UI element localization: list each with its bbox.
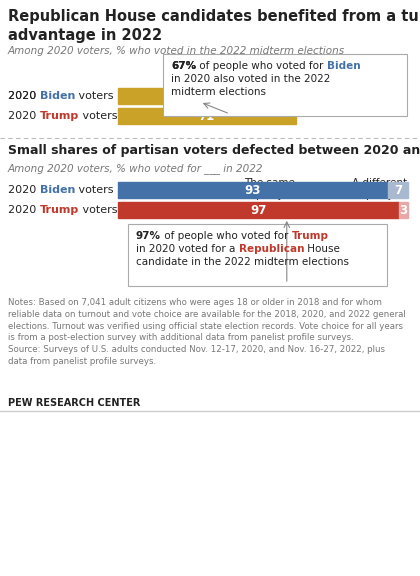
Text: Biden: Biden [327,61,360,71]
Text: of people who voted for: of people who voted for [196,61,327,71]
Text: 3: 3 [399,203,408,217]
Text: 67%: 67% [171,61,196,71]
Text: 97%: 97% [136,231,161,241]
Text: House: House [304,244,340,254]
Text: Republican House candidates benefited from a turnout
advantage in 2022: Republican House candidates benefited fr… [8,9,420,43]
Text: 2020: 2020 [8,91,40,101]
Bar [118,182,388,198]
Text: Among 2020 voters, % who voted in the 2022 midterm elections: Among 2020 voters, % who voted in the 20… [8,46,345,56]
Text: voters: voters [75,91,114,101]
Bar [399,202,408,218]
Text: Trump: Trump [291,231,328,241]
Text: Notes: Based on 7,041 adult citizens who were ages 18 or older in 2018 and for w: Notes: Based on 7,041 adult citizens who… [8,298,406,366]
Bar [388,182,408,198]
Text: 2020: 2020 [8,185,40,195]
Text: voters: voters [79,111,118,121]
FancyBboxPatch shape [163,54,407,116]
Text: in 2020 also voted in the 2022: in 2020 also voted in the 2022 [171,74,331,84]
Text: Biden: Biden [40,185,75,195]
Text: 93: 93 [245,184,261,196]
Text: 67%: 67% [171,61,196,71]
Bar [118,202,399,218]
Text: 2020: 2020 [8,205,40,215]
Text: The same
party: The same party [244,178,295,200]
Text: voters: voters [75,185,114,195]
Text: 2020: 2020 [8,91,40,101]
Text: 71: 71 [199,109,215,123]
Text: A different
party: A different party [352,178,407,200]
Text: midterm elections: midterm elections [171,87,266,97]
Text: 7: 7 [394,184,402,196]
Text: in 2020 voted for a: in 2020 voted for a [136,244,239,254]
Text: of people who voted for: of people who voted for [161,231,291,241]
Text: Trump: Trump [40,111,79,121]
Text: Among 2020 voters, % who voted for ___ in 2022: Among 2020 voters, % who voted for ___ i… [8,163,263,174]
Text: Republican: Republican [239,244,304,254]
Bar [118,108,296,124]
Text: 67: 67 [194,89,210,103]
Text: Biden: Biden [40,91,75,101]
Text: Small shares of partisan voters defected between 2020 and 2022: Small shares of partisan voters defected… [8,144,420,157]
Text: 2020: 2020 [8,111,40,121]
Text: Trump: Trump [40,205,79,215]
Text: 97: 97 [250,203,267,217]
Text: candidate in the 2022 midterm elections: candidate in the 2022 midterm elections [136,257,349,267]
Text: PEW RESEARCH CENTER: PEW RESEARCH CENTER [8,398,140,408]
Text: voters: voters [79,205,118,215]
Bar [118,88,286,104]
FancyBboxPatch shape [128,224,387,286]
